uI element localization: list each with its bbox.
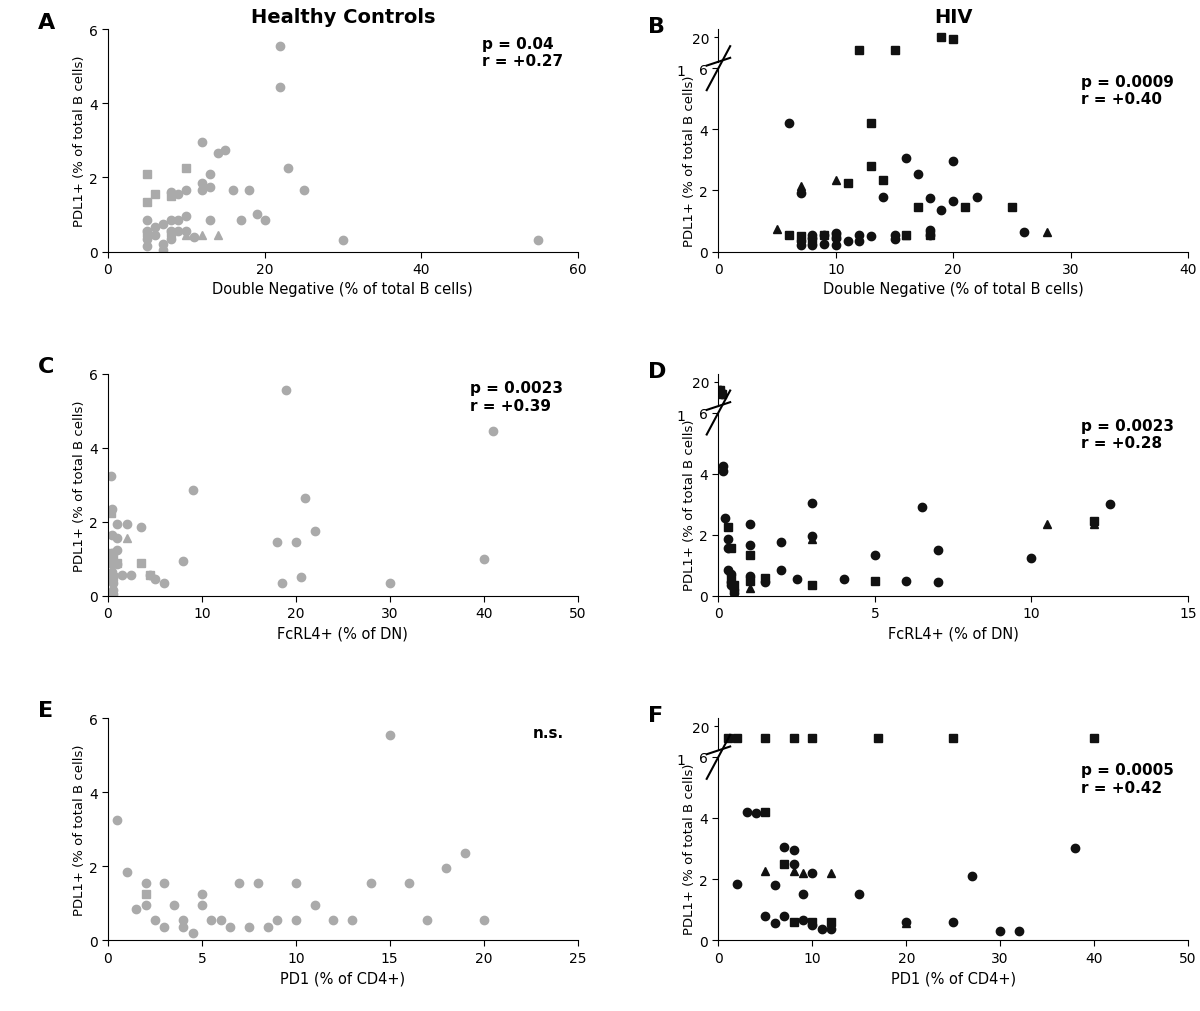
X-axis label: FcRL4+ (% of DN): FcRL4+ (% of DN) [277, 626, 408, 641]
Text: B: B [648, 17, 665, 37]
Text: p = 0.0009
r = +0.40: p = 0.0009 r = +0.40 [1081, 75, 1174, 107]
X-axis label: FcRL4+ (% of DN): FcRL4+ (% of DN) [888, 626, 1019, 641]
Y-axis label: PDL1+ (% of total B cells): PDL1+ (% of total B cells) [683, 419, 696, 590]
Text: p = 0.0023
r = +0.39: p = 0.0023 r = +0.39 [470, 381, 564, 413]
Y-axis label: PDL1+ (% of total B cells): PDL1+ (% of total B cells) [683, 75, 696, 247]
Y-axis label: PDL1+ (% of total B cells): PDL1+ (% of total B cells) [683, 763, 696, 934]
Title: Healthy Controls: Healthy Controls [251, 8, 436, 27]
Text: A: A [37, 12, 55, 32]
Text: F: F [648, 706, 664, 725]
Text: 1: 1 [677, 753, 685, 767]
Text: n.s.: n.s. [533, 725, 564, 740]
Title: HIV: HIV [934, 8, 972, 27]
Text: p = 0.04
r = +0.27: p = 0.04 r = +0.27 [482, 37, 564, 70]
Text: 1: 1 [677, 66, 685, 79]
Text: D: D [648, 361, 666, 381]
Text: p = 0.0023
r = +0.28: p = 0.0023 r = +0.28 [1081, 419, 1174, 451]
Text: E: E [37, 701, 53, 721]
Text: 1: 1 [677, 409, 685, 424]
Y-axis label: PDL1+ (% of total B cells): PDL1+ (% of total B cells) [73, 56, 86, 226]
X-axis label: Double Negative (% of total B cells): Double Negative (% of total B cells) [823, 282, 1084, 297]
X-axis label: PD1 (% of CD4+): PD1 (% of CD4+) [281, 971, 406, 985]
Text: C: C [37, 357, 54, 376]
Y-axis label: PDL1+ (% of total B cells): PDL1+ (% of total B cells) [73, 399, 86, 571]
X-axis label: Double Negative (% of total B cells): Double Negative (% of total B cells) [212, 282, 473, 297]
X-axis label: PD1 (% of CD4+): PD1 (% of CD4+) [890, 971, 1015, 985]
Y-axis label: PDL1+ (% of total B cells): PDL1+ (% of total B cells) [73, 744, 86, 915]
Text: p = 0.0005
r = +0.42: p = 0.0005 r = +0.42 [1081, 762, 1174, 795]
